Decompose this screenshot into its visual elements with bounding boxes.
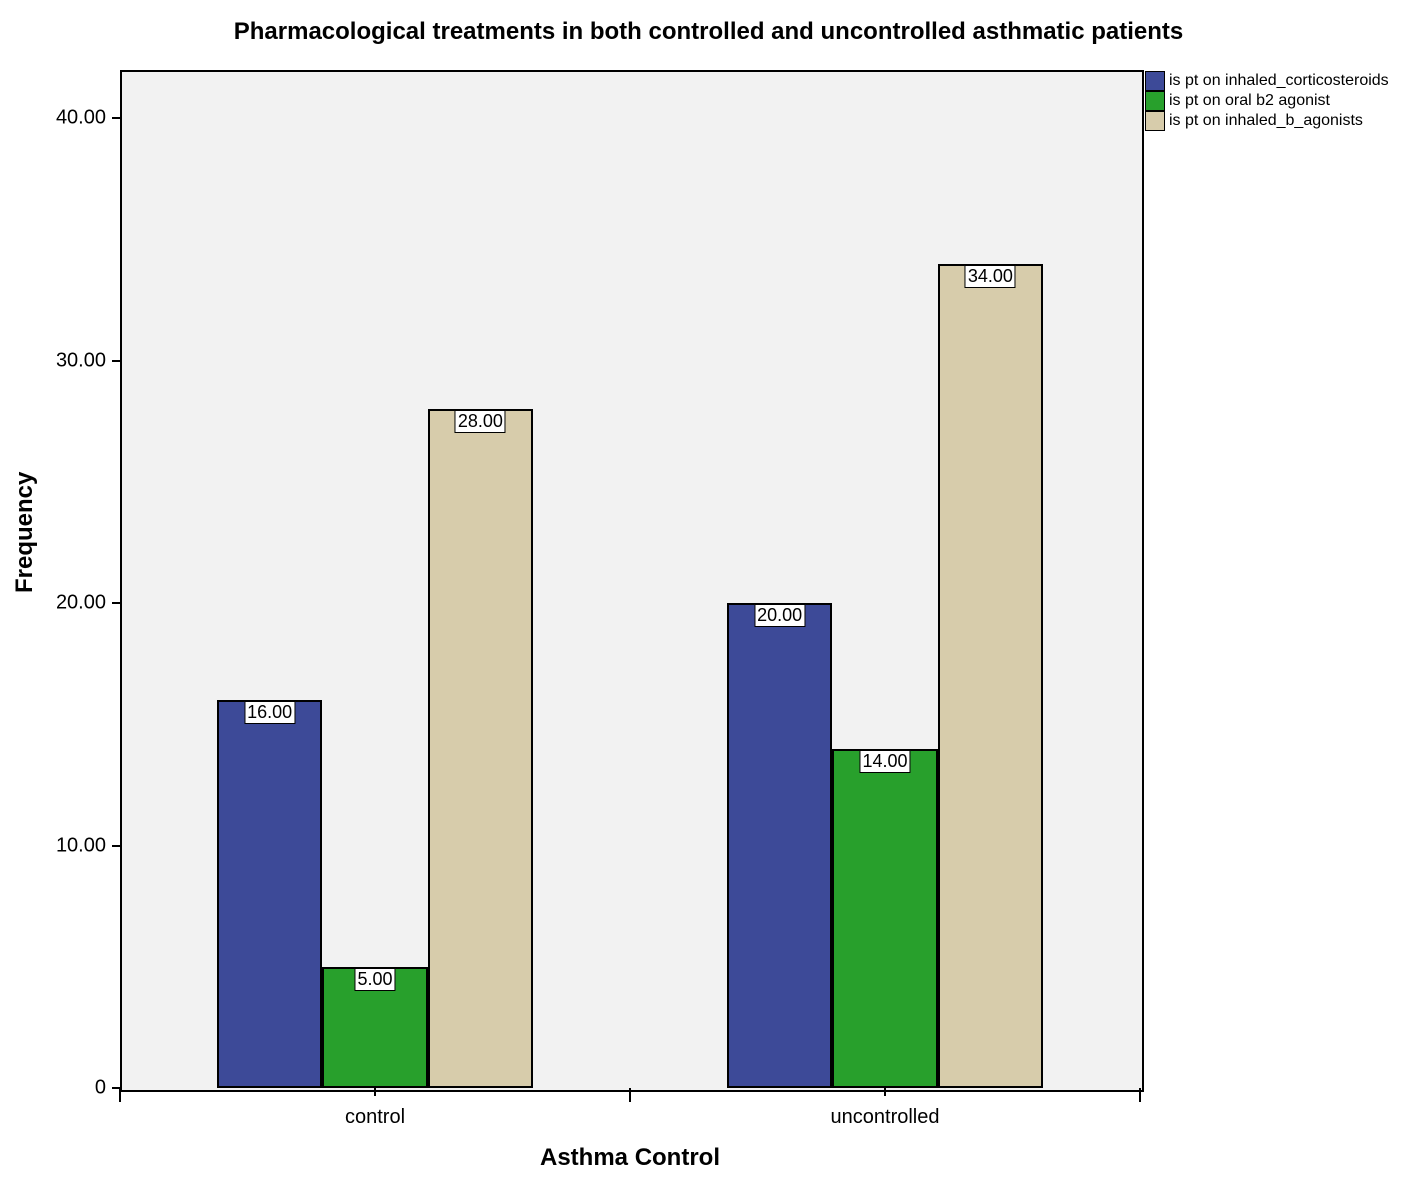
bar-value-label: 5.00: [354, 968, 395, 991]
legend-item: is pt on inhaled_corticosteroids: [1145, 71, 1389, 91]
x-tick-separator: [1139, 1088, 1141, 1102]
x-tick-label: control: [345, 1106, 405, 1129]
legend-swatch: [1145, 71, 1165, 91]
bar-value-label: 28.00: [455, 410, 506, 433]
x-tick-mark: [884, 1088, 886, 1096]
bar: [727, 603, 832, 1088]
y-tick-label: 20.00: [0, 592, 106, 615]
legend: is pt on inhaled_corticosteroidsis pt on…: [1145, 71, 1389, 131]
y-tick-label: 10.00: [0, 834, 106, 857]
y-tick-label: 0: [0, 1077, 106, 1100]
x-axis-label: Asthma Control: [120, 1144, 1140, 1172]
y-tick-label: 40.00: [0, 107, 106, 130]
legend-item: is pt on inhaled_b_agonists: [1145, 111, 1389, 131]
x-tick-mark: [374, 1088, 376, 1096]
x-tick-separator: [119, 1088, 121, 1102]
bar-value-label: 16.00: [244, 701, 295, 724]
bar: [217, 700, 322, 1088]
legend-label: is pt on inhaled_b_agonists: [1169, 112, 1363, 130]
y-tick-label: 30.00: [0, 349, 106, 372]
legend-label: is pt on oral b2 agonist: [1169, 92, 1330, 110]
y-tick-mark: [112, 117, 120, 119]
y-axis-label: Frequency: [11, 563, 39, 593]
y-tick-mark: [112, 602, 120, 604]
bar: [428, 409, 533, 1088]
legend-label: is pt on inhaled_corticosteroids: [1169, 72, 1389, 90]
x-tick-separator: [629, 1088, 631, 1102]
legend-swatch: [1145, 91, 1165, 111]
legend-swatch: [1145, 111, 1165, 131]
bar: [938, 264, 1043, 1088]
legend-item: is pt on oral b2 agonist: [1145, 91, 1389, 111]
x-tick-label: uncontrolled: [831, 1106, 940, 1129]
y-tick-mark: [112, 845, 120, 847]
y-tick-mark: [112, 360, 120, 362]
chart-title: Pharmacological treatments in both contr…: [90, 18, 1327, 46]
bar-value-label: 34.00: [965, 265, 1016, 288]
bar-value-label: 14.00: [859, 750, 910, 773]
chart-container: Pharmacological treatments in both contr…: [0, 0, 1417, 1203]
bar: [832, 749, 937, 1088]
bar-value-label: 20.00: [754, 604, 805, 627]
